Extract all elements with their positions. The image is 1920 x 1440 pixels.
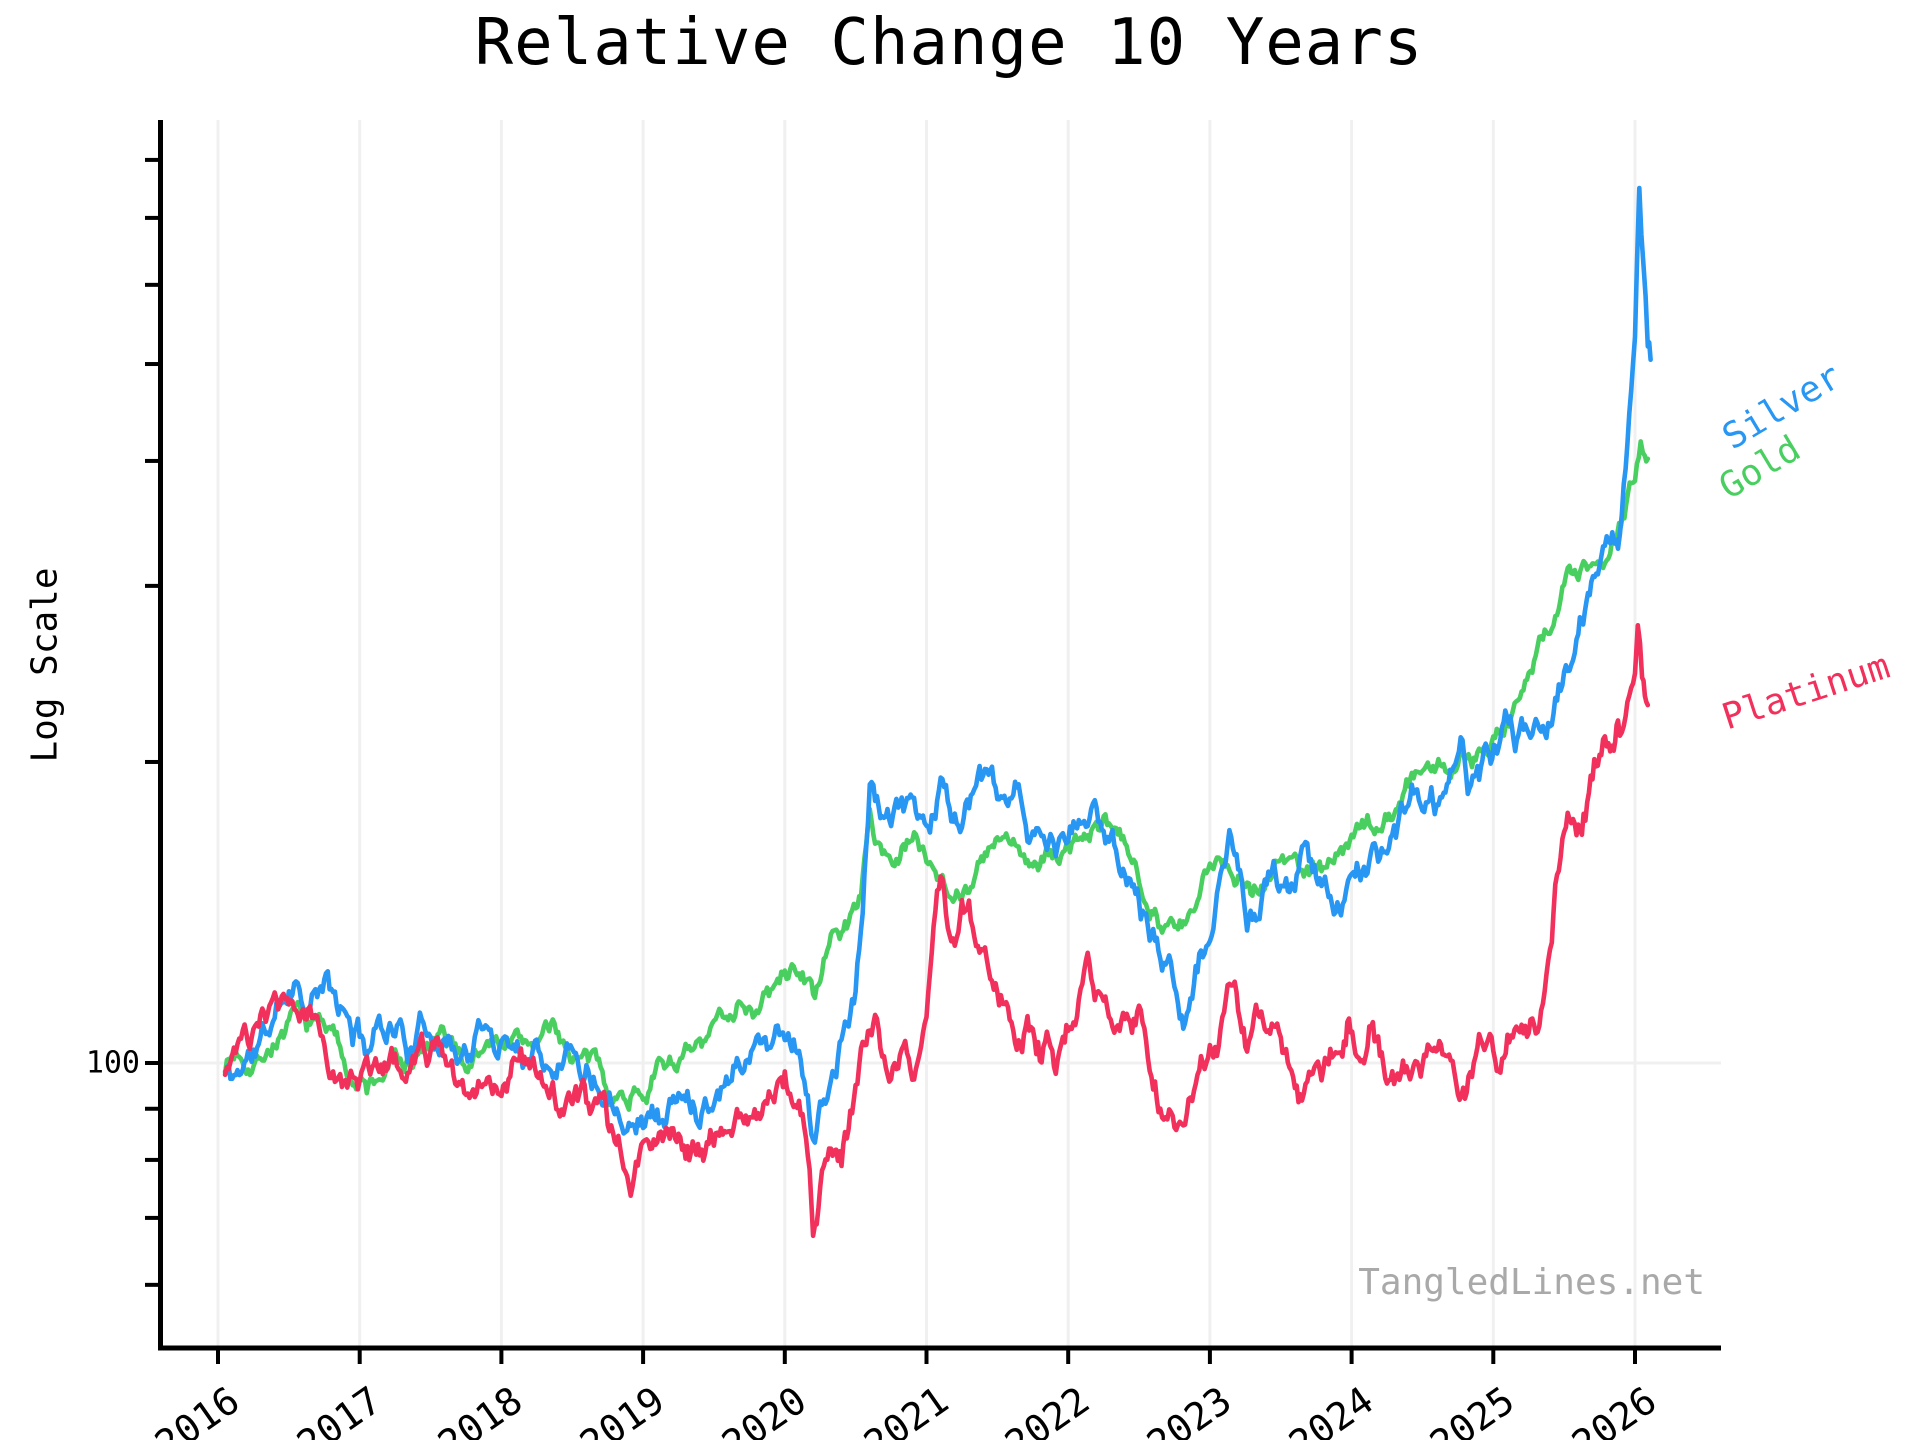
gridlines	[158, 120, 1721, 1348]
data-series-lines	[222, 185, 1653, 1239]
chart-title: Relative Change 10 Years	[474, 6, 1424, 80]
watermark-text: TangledLines.net	[1358, 1262, 1705, 1303]
series-line-silver	[222, 185, 1653, 1145]
series-line-platinum	[222, 622, 1651, 1239]
y-tick-label-100: 100	[85, 1045, 140, 1081]
axis-spines	[158, 120, 1721, 1351]
axis-ticks	[145, 157, 1637, 1364]
y-axis-label: Log Scale	[24, 567, 66, 763]
series-line-gold	[222, 439, 1651, 1112]
